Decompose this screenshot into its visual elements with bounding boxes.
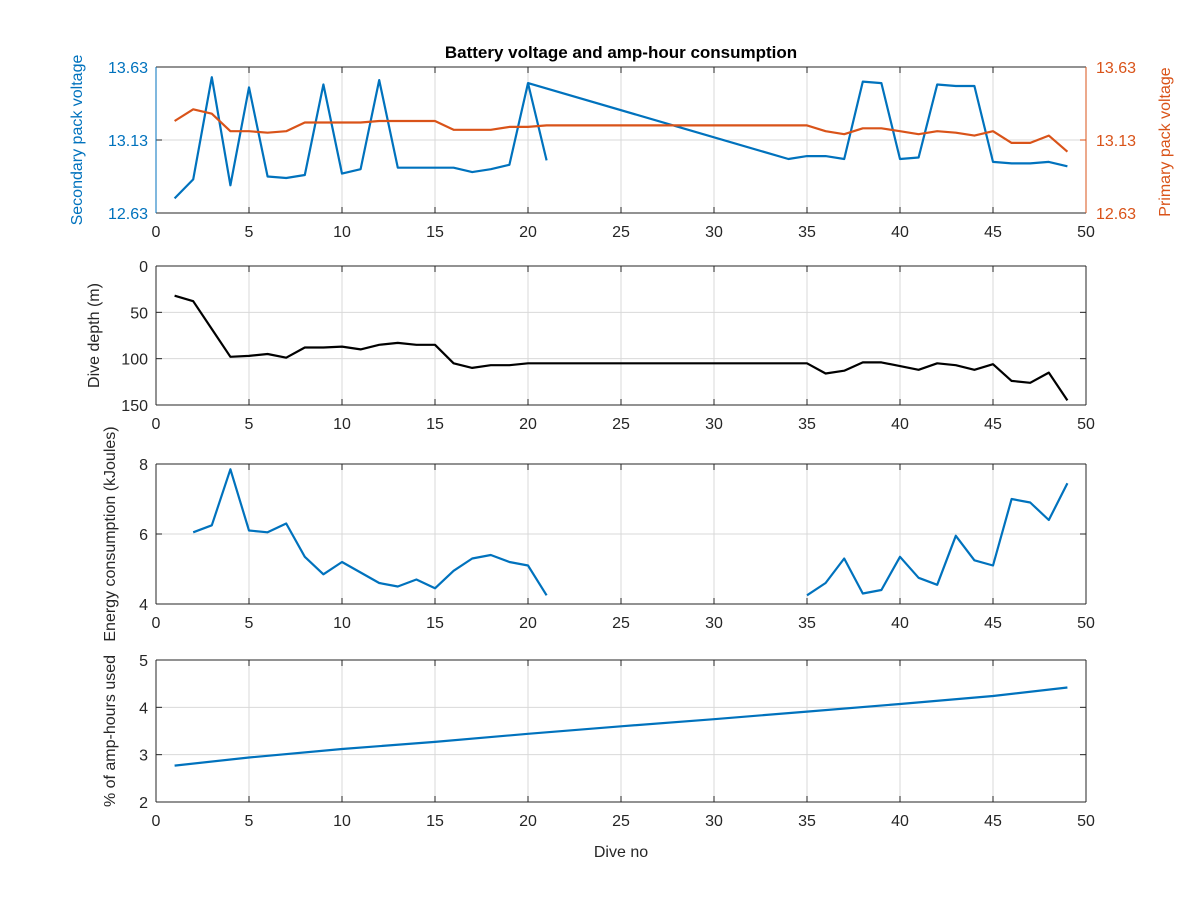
x-tick-label: 10	[333, 416, 351, 433]
y-tick-label: 5	[139, 653, 148, 670]
x-tick-label: 40	[891, 416, 909, 433]
panel-1: 0 5 10 15 20 25 30 35 40 45 5012.6313.1313.6312.63…	[69, 55, 1174, 241]
y-axis-label: Secondary pack voltage	[69, 55, 86, 226]
y-tick-label: 100	[121, 352, 148, 369]
x-tick-label: 35	[798, 615, 816, 632]
figure-title: Battery voltage and amp-hour consumption	[445, 43, 797, 62]
x-tick-label: 5	[245, 813, 254, 830]
series-line-1-segment-1	[174, 294, 1069, 402]
x-tick-label: 30	[705, 416, 723, 433]
y-tick-label: 4	[139, 700, 148, 717]
x-tick-label: 10	[333, 224, 351, 241]
series-line-1-segment-1	[174, 686, 1068, 767]
x-tick-label: 50	[1077, 615, 1095, 632]
y-axis-label: Dive depth (m)	[86, 283, 103, 388]
x-tick-label: 15	[426, 224, 444, 241]
y-right-tick-label: 12.63	[1096, 206, 1136, 223]
y-tick-label: 2	[139, 795, 148, 812]
y-tick-label: 13.13	[108, 133, 148, 150]
x-tick-label: 5	[245, 416, 254, 433]
x-tick-label: 20	[519, 416, 537, 433]
x-tick-label: 25	[612, 416, 630, 433]
y-tick-label: 4	[139, 597, 148, 614]
x-tick-label: 45	[984, 416, 1002, 433]
x-tick-label: 15	[426, 615, 444, 632]
x-axis-label: Dive no	[594, 844, 648, 861]
x-tick-label: 5	[245, 224, 254, 241]
x-tick-label: 40	[891, 813, 909, 830]
y-tick-label: 50	[130, 305, 148, 322]
x-tick-label: 0	[152, 813, 161, 830]
panel-3: 0 5 10 15 20 25 30 35 40 45 50 4 6 8 Energy consumptio…	[102, 426, 1095, 641]
x-tick-label: 10	[333, 813, 351, 830]
series-line-1-segment-1	[173, 76, 548, 200]
x-tick-label: 50	[1077, 416, 1095, 433]
x-tick-label: 20	[519, 224, 537, 241]
y-right-tick-label: 13.13	[1096, 133, 1136, 150]
x-tick-label: 25	[612, 615, 630, 632]
series-line-1-segment-2	[527, 80, 1068, 168]
x-tick-label: 20	[519, 615, 537, 632]
x-tick-label: 35	[798, 416, 816, 433]
y-tick-label: 3	[139, 748, 148, 765]
y-tick-label: 150	[121, 398, 148, 415]
x-tick-label: 40	[891, 224, 909, 241]
x-tick-label: 40	[891, 615, 909, 632]
y-tick-label: 6	[139, 527, 148, 544]
x-tick-label: 0	[152, 615, 161, 632]
y-tick-label: 12.63	[108, 206, 148, 223]
x-tick-label: 0	[152, 416, 161, 433]
x-tick-label: 25	[612, 224, 630, 241]
x-tick-label: 30	[705, 224, 723, 241]
y-right-tick-label: 13.63	[1096, 60, 1136, 77]
series-line-2-segment-1	[174, 108, 1069, 153]
x-tick-label: 35	[798, 813, 816, 830]
x-tick-label: 0	[152, 224, 161, 241]
x-tick-label: 45	[984, 224, 1002, 241]
y-axis-label: Energy consumption (kJoules)	[102, 426, 119, 641]
series-line-1-segment-1	[192, 468, 548, 596]
x-tick-label: 35	[798, 224, 816, 241]
y-axis-label-right: Primary pack voltage	[1157, 67, 1174, 216]
x-tick-label: 45	[984, 615, 1002, 632]
x-tick-label: 15	[426, 416, 444, 433]
y-axis-label: % of amp-hours used	[102, 655, 119, 807]
x-tick-label: 5	[245, 615, 254, 632]
x-tick-label: 50	[1077, 813, 1095, 830]
x-tick-label: 30	[705, 813, 723, 830]
x-tick-label: 20	[519, 813, 537, 830]
x-tick-label: 50	[1077, 224, 1095, 241]
x-tick-label: 30	[705, 615, 723, 632]
x-tick-label: 10	[333, 615, 351, 632]
x-tick-label: 45	[984, 813, 1002, 830]
y-tick-label: 13.63	[108, 60, 148, 77]
y-tick-label: 8	[139, 457, 148, 474]
x-tick-label: 15	[426, 813, 444, 830]
panel-2: 0 5 10 15 20 25 30 35 40 45 50 0 50 100 150 Dive depth …	[86, 259, 1095, 433]
series-line-1-segment-2	[806, 482, 1069, 597]
x-tick-label: 25	[612, 813, 630, 830]
y-tick-label: 0	[139, 259, 148, 276]
